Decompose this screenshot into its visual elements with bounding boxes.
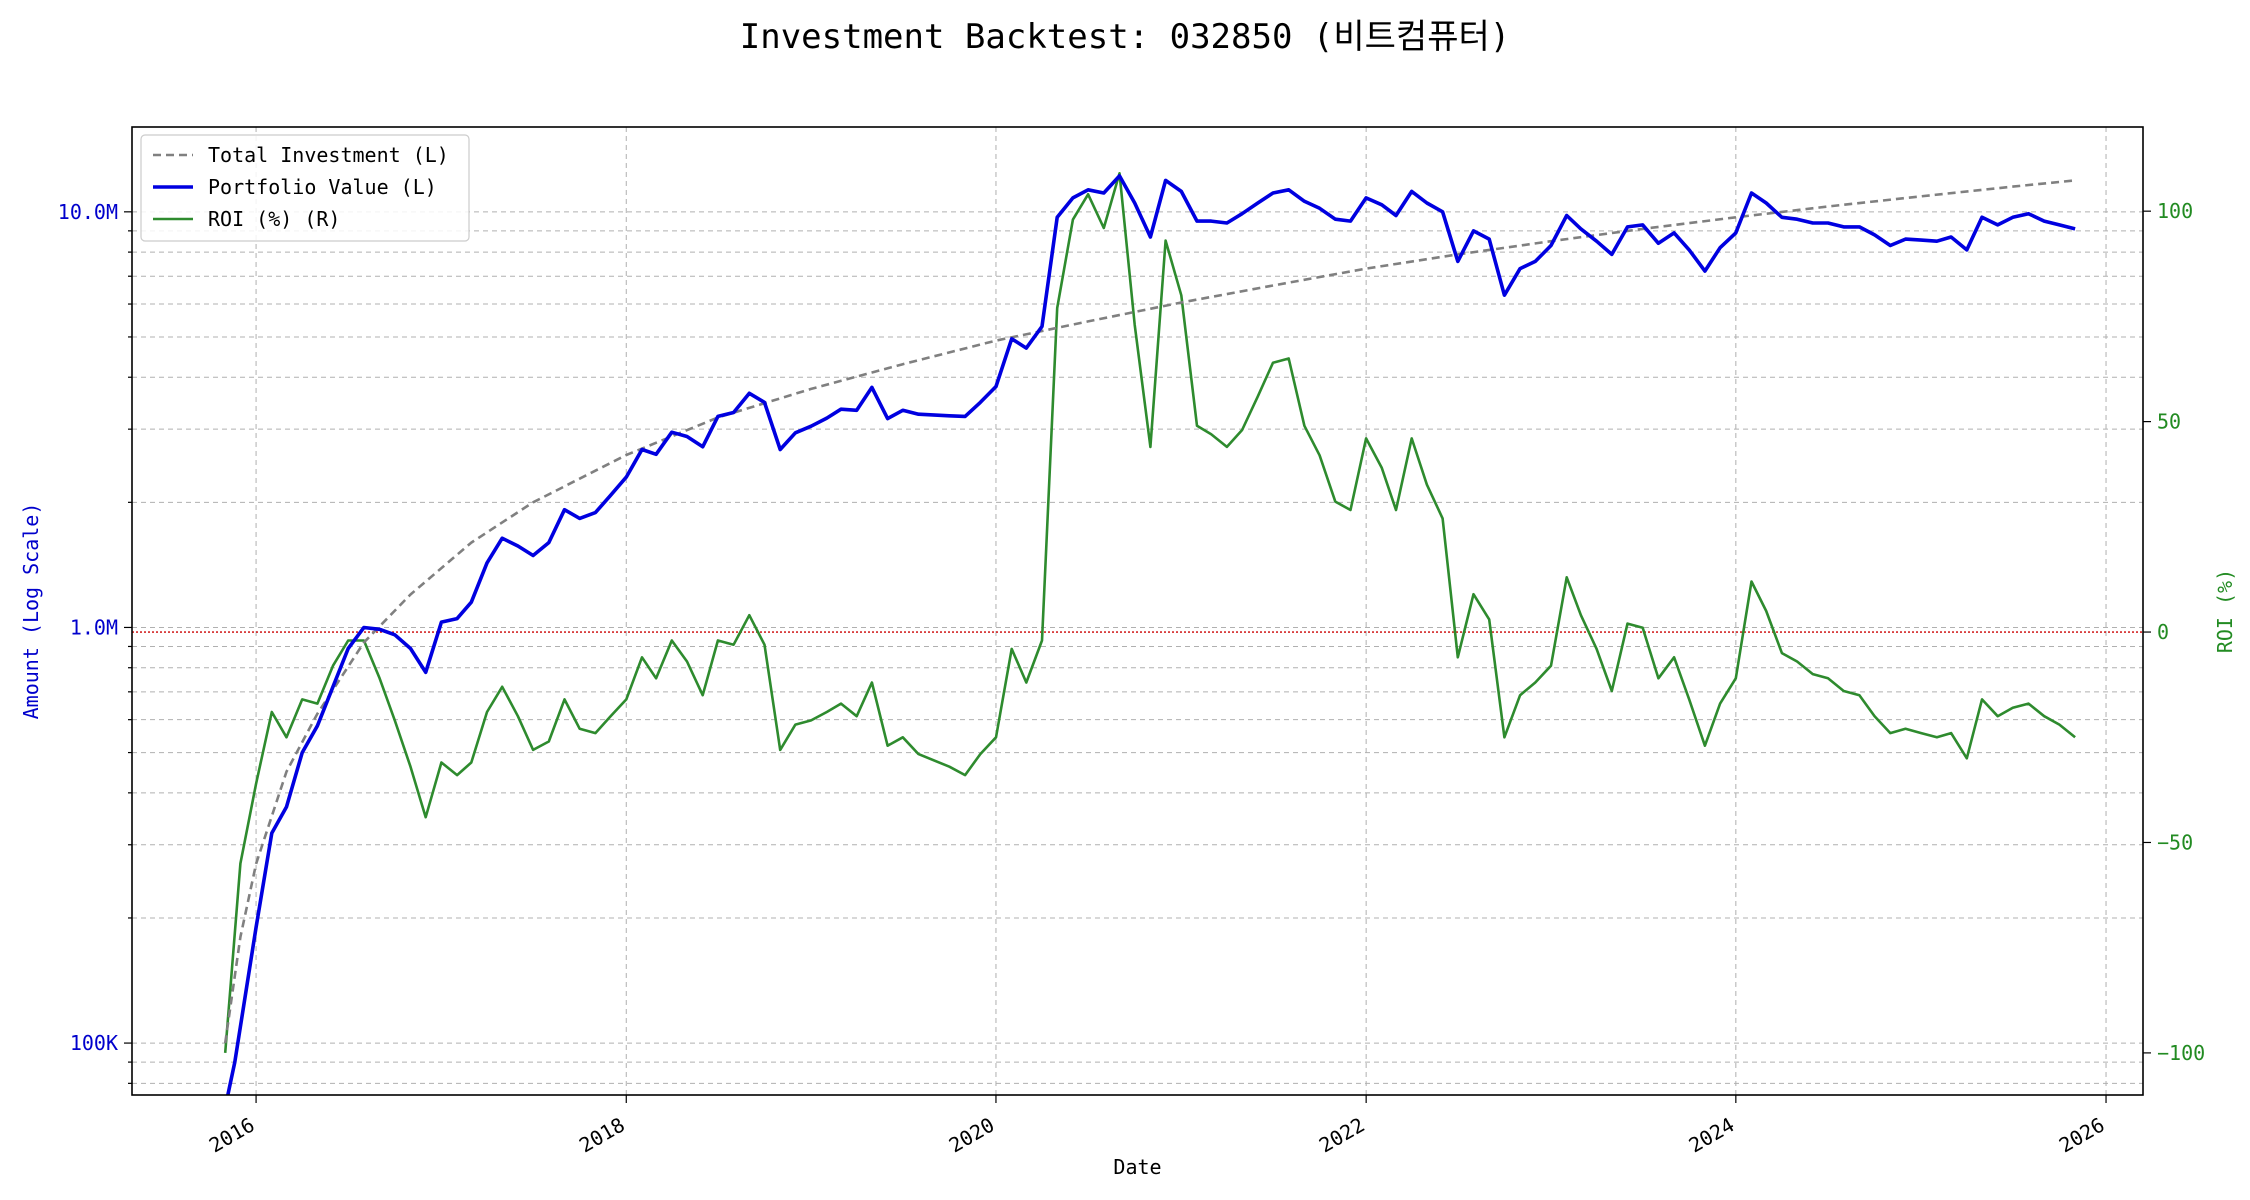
y-right-tick-label: 0 — [2157, 620, 2169, 644]
legend: Total Investment (L) Portfolio Value (L) R… — [140, 134, 470, 242]
legend-label: Portfolio Value (L) — [208, 175, 437, 199]
series-layer — [223, 172, 2076, 1095]
y-left-tick-label: 1.0M — [70, 615, 118, 639]
y-left-tick-label: 100K — [70, 1031, 118, 1055]
portfolio-value-line — [226, 174, 2076, 1095]
chart-title: Investment Backtest: 032850 (비트컴퓨터) — [740, 17, 1511, 57]
y-right-tick-label: −50 — [2157, 830, 2193, 854]
legend-box — [140, 134, 470, 242]
y-left-tick-label: 10.0M — [58, 200, 118, 224]
y-left-axis-label: Amount (Log Scale) — [19, 503, 43, 720]
y-right-tick-label: 50 — [2157, 410, 2181, 434]
roi-line — [223, 172, 2076, 1054]
x-axis-label: Date — [1113, 1155, 1161, 1179]
y-right-axis-label: ROI (%) — [2213, 569, 2237, 653]
legend-label: ROI (%) (R) — [208, 207, 340, 231]
y-right-tick-label: −100 — [2157, 1041, 2205, 1065]
legend-label: Total Investment (L) — [208, 143, 449, 167]
y-right-tick-label: 100 — [2157, 199, 2193, 223]
plot-frame — [131, 126, 2144, 1096]
